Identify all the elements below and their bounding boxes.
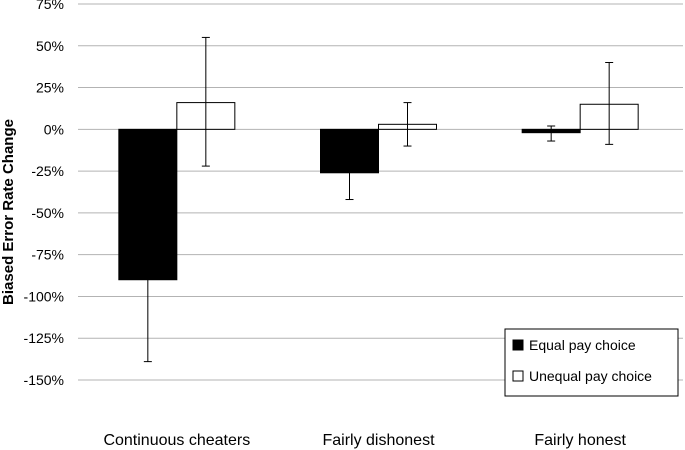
y-axis-ticks: 75% 50% 25% 0% -25% -50% -75% -100% -125% -150% bbox=[24, 0, 64, 388]
y-tick-label: -125% bbox=[24, 330, 64, 346]
x-category-label: Continuous cheaters bbox=[103, 432, 250, 449]
y-tick-label: -50% bbox=[31, 205, 64, 221]
y-tick-label: 0% bbox=[44, 121, 64, 137]
bars bbox=[118, 102, 639, 281]
legend-box bbox=[504, 328, 679, 397]
legend-swatch-equal-pay bbox=[512, 339, 524, 351]
y-tick-label: -75% bbox=[31, 247, 64, 263]
y-tick-label: 50% bbox=[36, 38, 64, 54]
y-tick-label: -100% bbox=[24, 288, 64, 304]
x-category-label: Fairly honest bbox=[534, 432, 626, 449]
x-category-label: Fairly dishonest bbox=[322, 432, 435, 449]
y-axis-label: Biased Error Rate Change bbox=[0, 119, 17, 305]
y-tick-label: -150% bbox=[24, 372, 64, 388]
legend-label-equal-pay: Equal pay choice bbox=[529, 337, 636, 353]
y-tick-label: 75% bbox=[36, 0, 64, 12]
legend-label-unequal-pay: Unequal pay choice bbox=[529, 368, 652, 384]
x-axis-categories: Continuous cheaters Fairly dishonest Fairl… bbox=[103, 432, 626, 449]
error-bars bbox=[143, 36, 614, 363]
y-tick-label: 25% bbox=[36, 80, 64, 96]
legend: Equal pay choice Unequal pay choice bbox=[504, 328, 679, 397]
y-tick-label: -25% bbox=[31, 163, 64, 179]
legend-swatch-unequal-pay bbox=[512, 370, 524, 382]
